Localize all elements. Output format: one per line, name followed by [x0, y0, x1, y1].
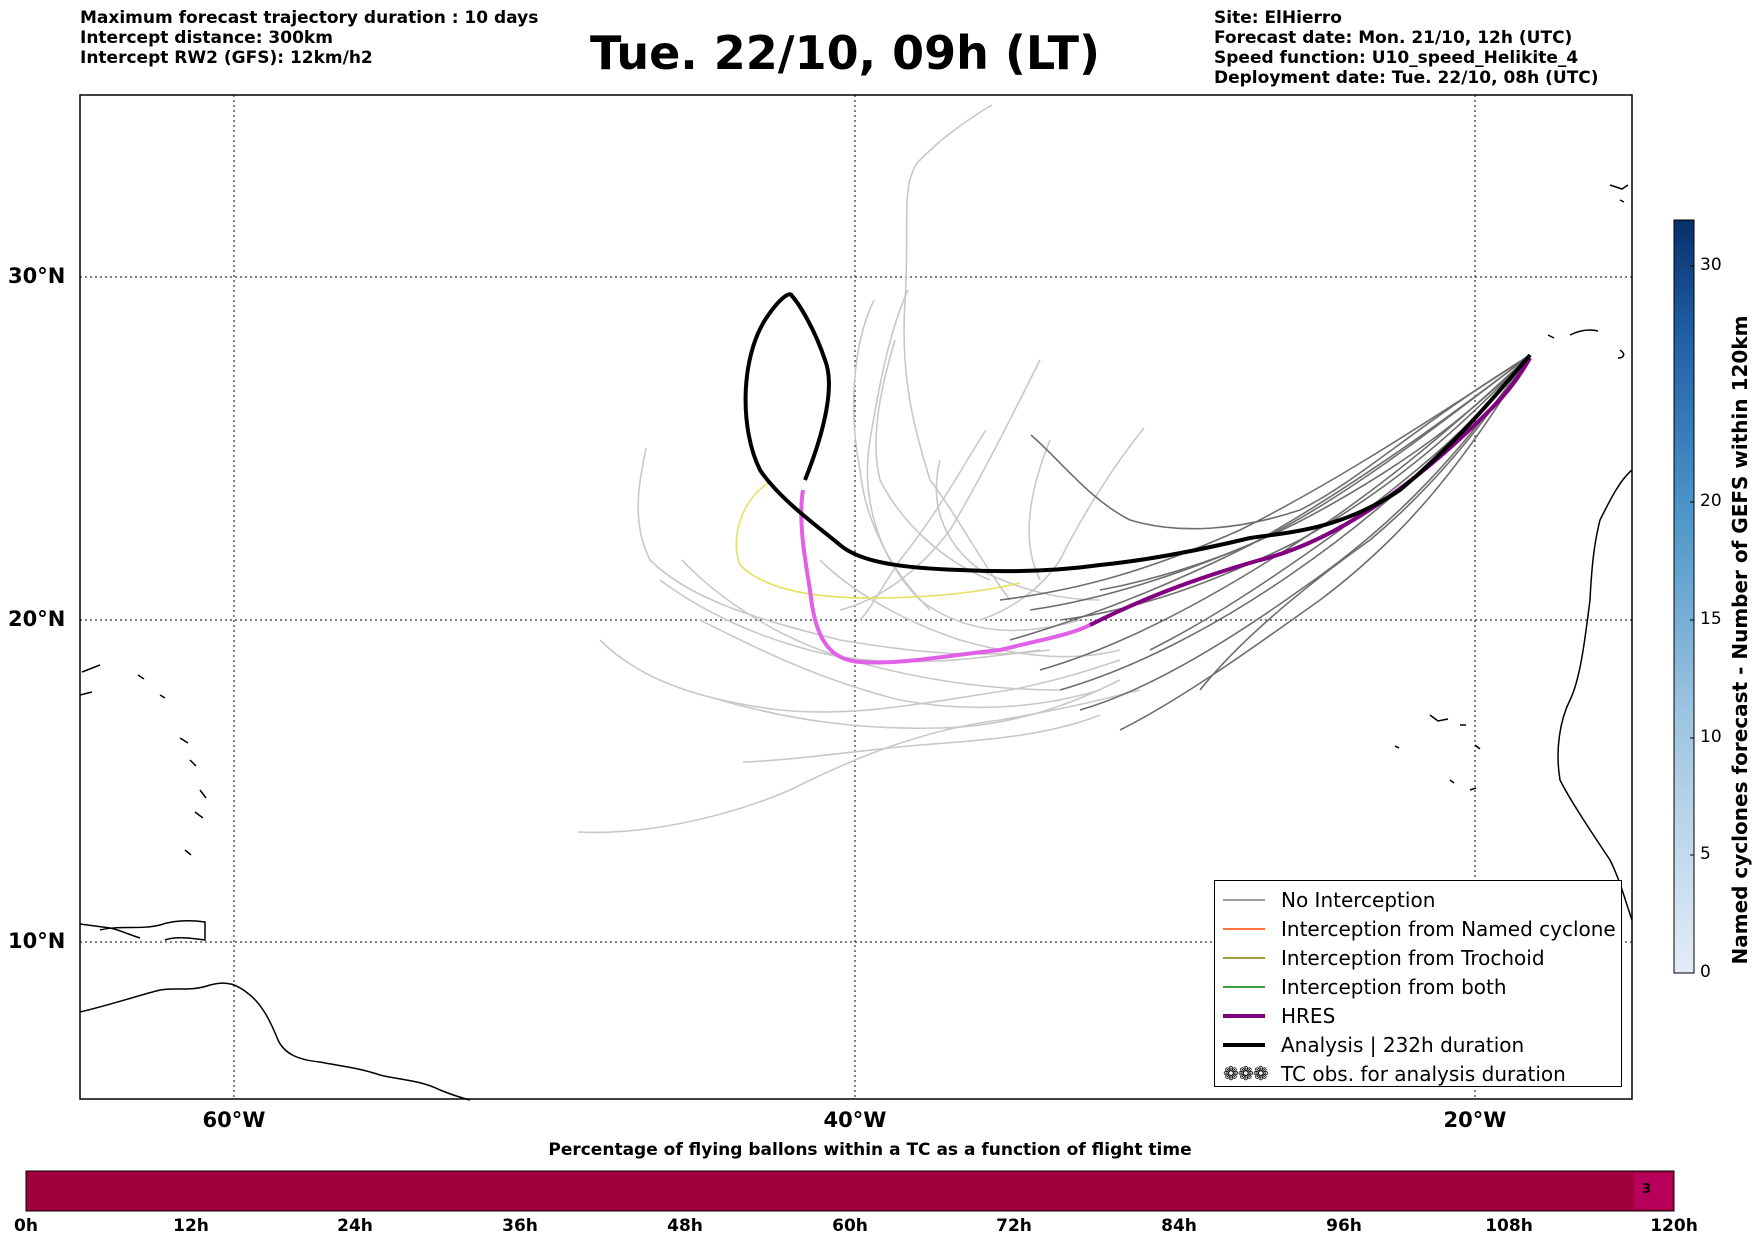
- map-frame: [79, 94, 1633, 1100]
- colorbar-tick-15: 15: [1700, 609, 1722, 629]
- legend-label: Interception from Trochoid: [1281, 945, 1545, 970]
- legend-label: Interception from both: [1281, 974, 1507, 999]
- legend-label: Analysis | 232h duration: [1281, 1032, 1525, 1057]
- flight-tick-84h: 84h: [1161, 1216, 1197, 1236]
- header-left: Maximum forecast trajectory duration : 1…: [80, 8, 538, 68]
- max-duration-text: Maximum forecast trajectory duration : 1…: [80, 8, 539, 28]
- colorbar-tick-20: 20: [1700, 491, 1722, 511]
- lat-label-30n: 30°N: [8, 264, 66, 288]
- flight-bar-end-value: 3: [1642, 1182, 1652, 1197]
- deployment-date-text: Deployment date: Tue. 22/10, 08h (UTC): [1214, 68, 1599, 88]
- colorbar-ticks: [1690, 265, 1694, 856]
- map-legend: No Interception Interception from Named …: [1214, 880, 1622, 1087]
- cyclone-colorbar: [1673, 219, 1695, 974]
- flight-tick-36h: 36h: [502, 1216, 538, 1236]
- lat-label-20n: 20°N: [8, 607, 66, 631]
- legend-item-trochoid: Interception from Trochoid: [1223, 943, 1621, 972]
- flight-tick-96h: 96h: [1326, 1216, 1362, 1236]
- legend-label: No Interception: [1281, 887, 1436, 912]
- legend-label: TC obs. for analysis duration: [1281, 1061, 1566, 1086]
- analysis-track: [743, 292, 1532, 574]
- flight-tick-24h: 24h: [337, 1216, 373, 1236]
- flight-tick-72h: 72h: [996, 1216, 1032, 1236]
- flight-tick-120h: 120h: [1650, 1216, 1698, 1236]
- intercept-distance-text: Intercept distance: 300km: [80, 28, 333, 48]
- colorbar-label: Named cyclones forecast - Number of GEFS…: [1728, 315, 1752, 965]
- lon-label-60w: 60°W: [202, 1108, 266, 1132]
- legend-item-both: Interception from both: [1223, 972, 1621, 1001]
- flight-tick-60h: 60h: [832, 1216, 868, 1236]
- lon-label-40w: 40°W: [823, 1108, 887, 1132]
- legend-item-analysis: Analysis | 232h duration: [1223, 1030, 1621, 1059]
- colorbar-tick-0: 0: [1700, 962, 1711, 982]
- legend-label: HRES: [1281, 1003, 1336, 1028]
- flight-tick-48h: 48h: [667, 1216, 703, 1236]
- header-right: Site: ElHierro Forecast date: Mon. 21/10…: [1214, 8, 1599, 88]
- ensemble-tracks-far: [577, 104, 1145, 834]
- colorbar-tick-30: 30: [1700, 255, 1722, 275]
- site-text: Site: ElHierro: [1214, 8, 1342, 28]
- flight-tick-12h: 12h: [173, 1216, 209, 1236]
- tc-symbol-icon: ❁❁❁: [1223, 1062, 1269, 1085]
- page-title: Tue. 22/10, 09h (LT): [590, 26, 1100, 80]
- flight-bar-end-cell: [1634, 1173, 1672, 1209]
- speed-function-text: Speed function: U10_speed_Helikite_4: [1214, 48, 1579, 68]
- flight-tick-108h: 108h: [1485, 1216, 1533, 1236]
- colorbar-tick-5: 5: [1700, 844, 1711, 864]
- coastlines: [79, 184, 1633, 1101]
- legend-item-no-interception: No Interception: [1223, 885, 1621, 914]
- trochoid-track: [735, 481, 1021, 599]
- intercept-rw2-text: Intercept RW2 (GFS): 12km/h2: [80, 48, 373, 68]
- forecast-date-text: Forecast date: Mon. 21/10, 12h (UTC): [1214, 28, 1573, 48]
- lon-label-20w: 20°W: [1443, 1108, 1507, 1132]
- legend-item-tc-obs: ❁❁❁ TC obs. for analysis duration: [1223, 1059, 1621, 1088]
- colorbar-tick-10: 10: [1700, 727, 1722, 747]
- legend-item-hres: HRES: [1223, 1001, 1621, 1030]
- flight-bar-title: Percentage of flying ballons within a TC…: [548, 1140, 1192, 1160]
- lat-label-10n: 10°N: [8, 929, 66, 953]
- legend-item-named-cyclone: Interception from Named cyclone: [1223, 914, 1621, 943]
- flight-percentage-bar: [25, 1170, 1675, 1212]
- hres-track-dark: [1089, 356, 1532, 627]
- flight-tick-0h: 0h: [14, 1216, 38, 1236]
- legend-label: Interception from Named cyclone: [1281, 916, 1616, 941]
